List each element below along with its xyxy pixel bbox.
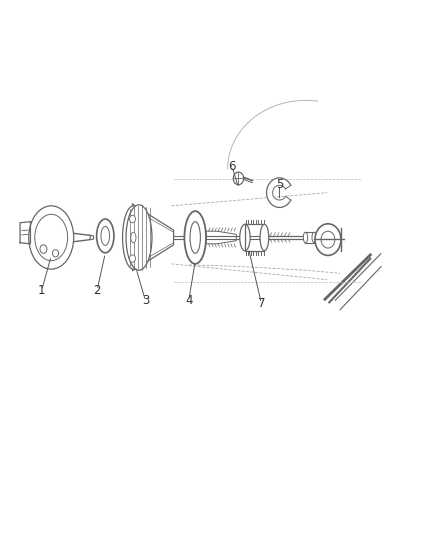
Ellipse shape [131,232,136,243]
Polygon shape [90,236,94,240]
Ellipse shape [321,231,335,248]
Ellipse shape [123,206,144,269]
Ellipse shape [29,206,74,269]
Text: 1: 1 [38,284,46,297]
Ellipse shape [40,245,47,253]
Ellipse shape [130,215,135,223]
Ellipse shape [260,224,269,251]
Text: 6: 6 [228,160,236,173]
Polygon shape [206,231,236,244]
Polygon shape [267,178,291,207]
Ellipse shape [233,172,244,185]
Ellipse shape [127,213,139,262]
Ellipse shape [101,227,110,245]
Ellipse shape [240,224,250,251]
Text: 7: 7 [258,297,265,310]
Polygon shape [245,224,265,251]
Ellipse shape [304,232,307,243]
Ellipse shape [190,222,201,253]
Text: 4: 4 [185,294,192,308]
Text: 5: 5 [276,178,283,191]
Ellipse shape [184,211,206,264]
Text: 2: 2 [93,284,101,297]
Ellipse shape [312,232,316,243]
Ellipse shape [315,224,341,255]
Ellipse shape [97,219,114,253]
Ellipse shape [35,214,67,261]
Ellipse shape [130,255,135,262]
Polygon shape [133,204,173,271]
Polygon shape [20,222,31,244]
Text: 3: 3 [142,294,149,308]
Ellipse shape [53,249,59,257]
Ellipse shape [126,205,152,270]
